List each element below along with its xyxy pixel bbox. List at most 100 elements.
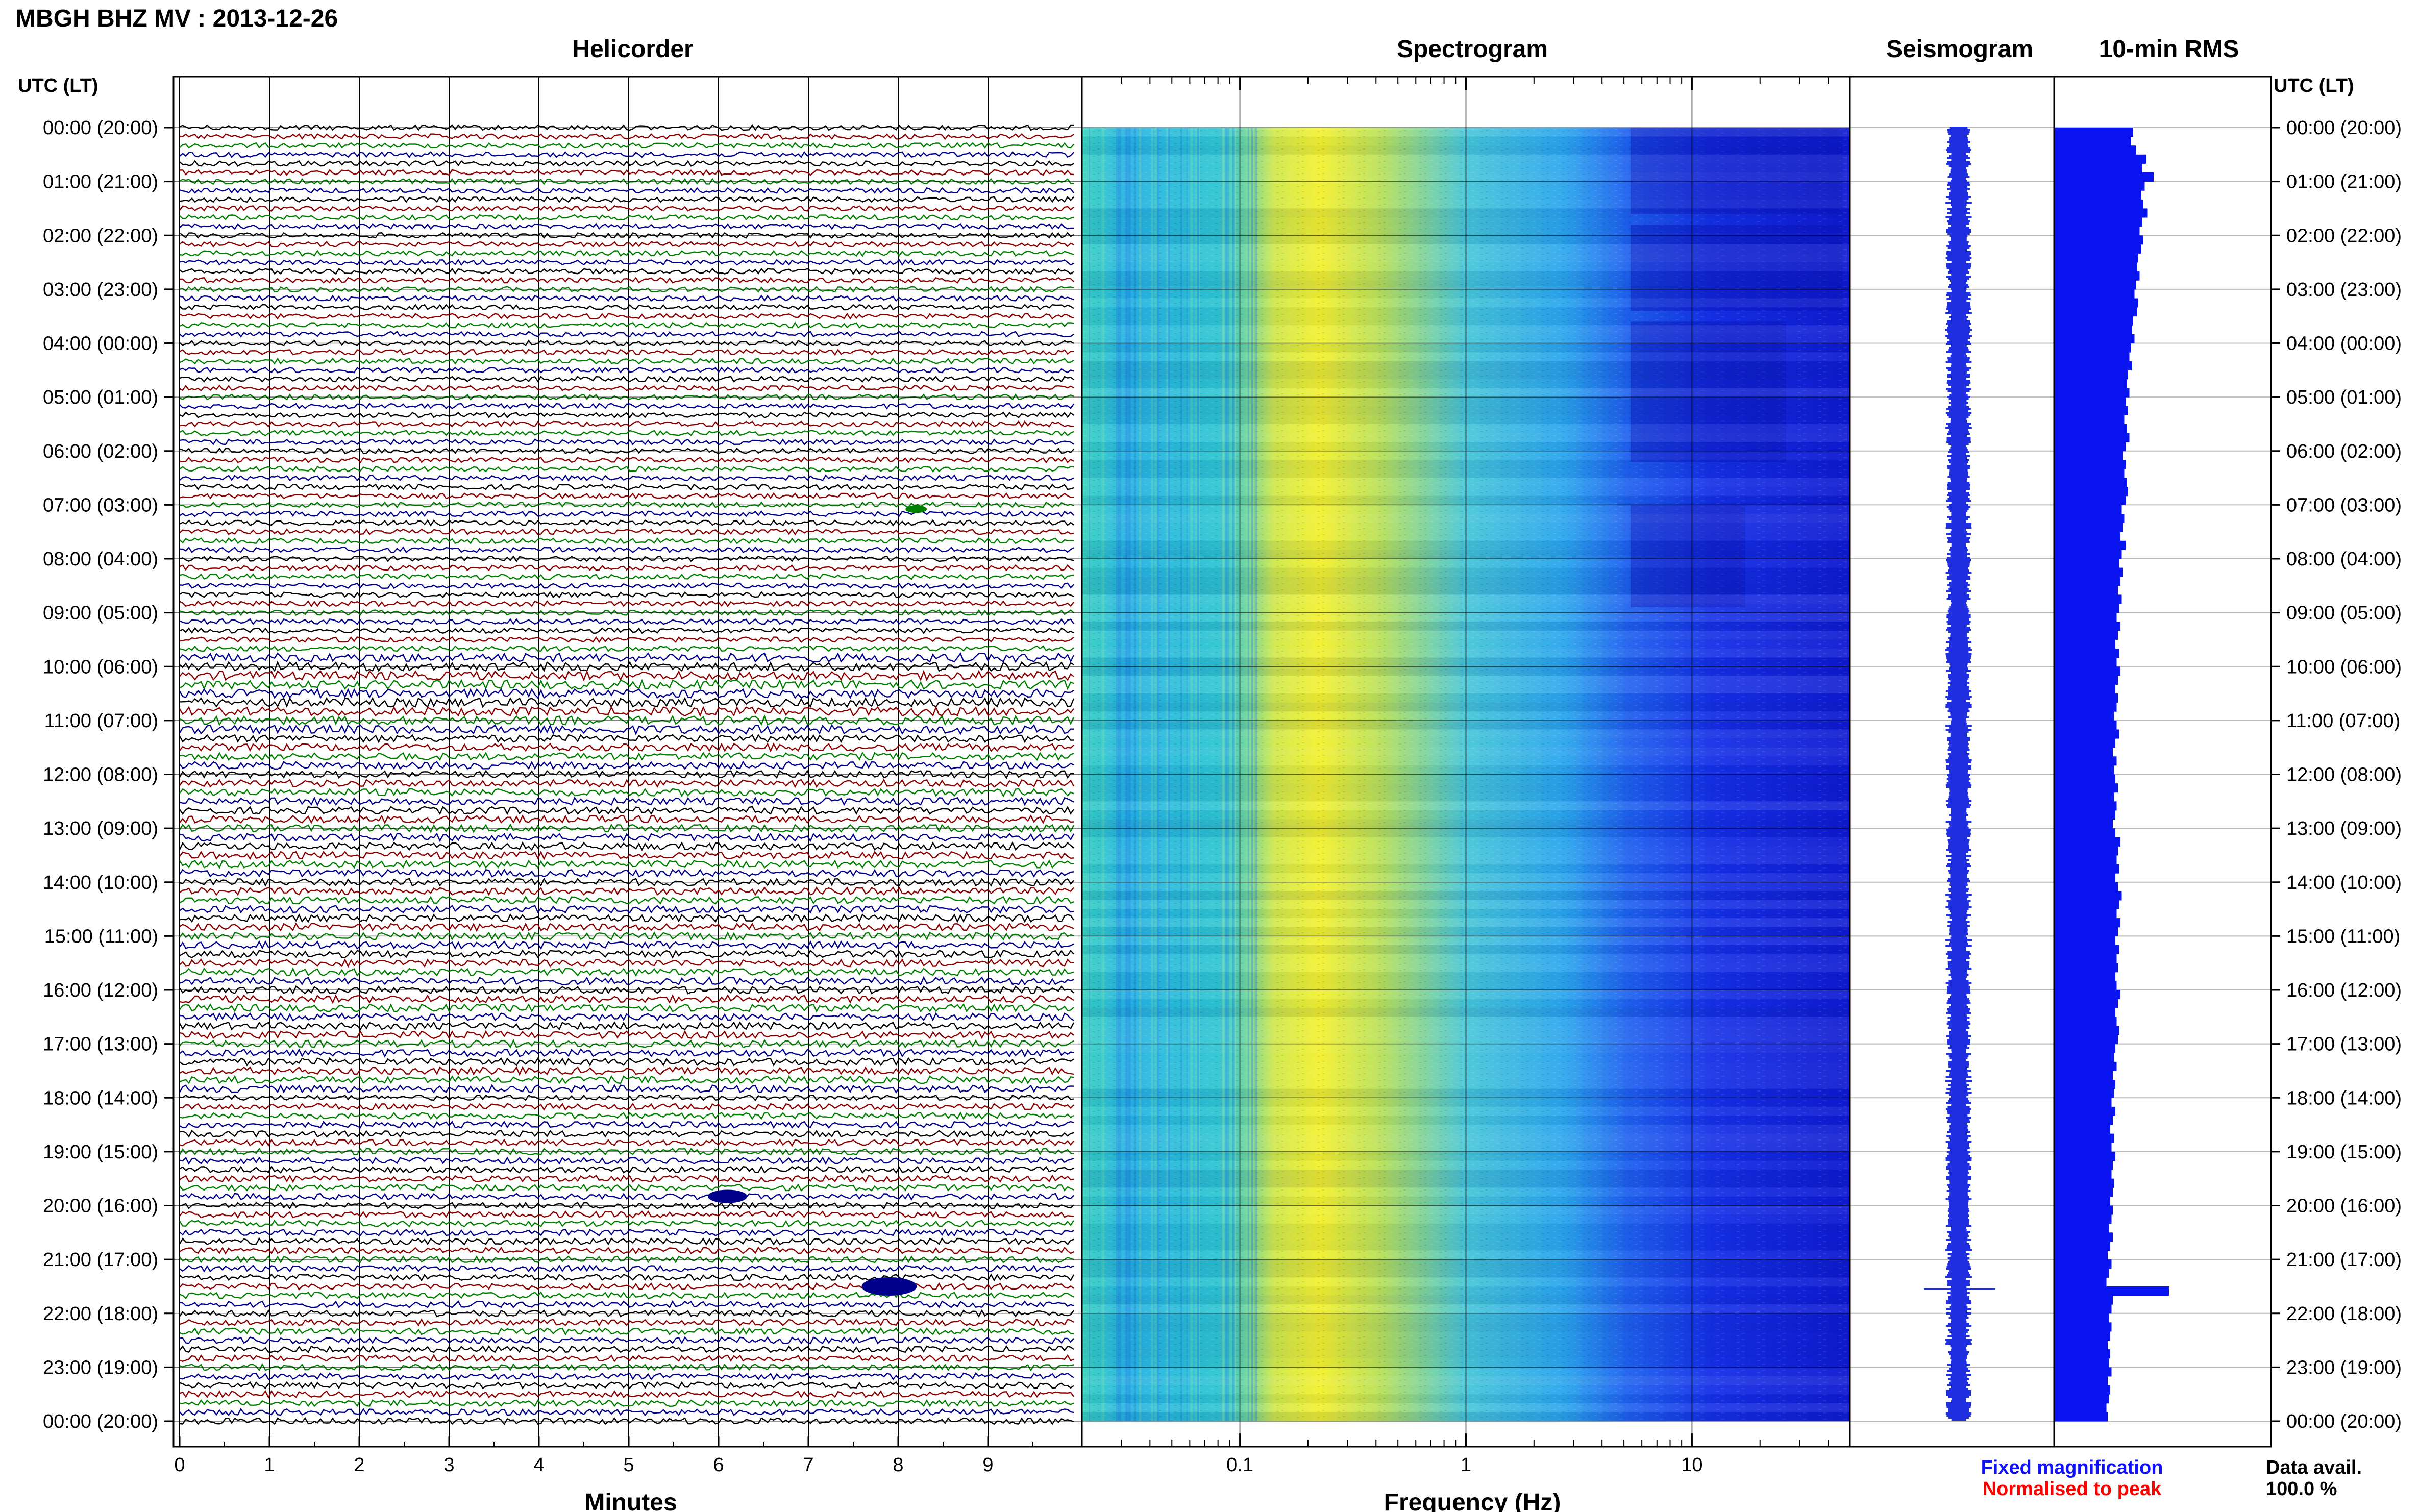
rms-bar (2054, 1196, 2110, 1206)
spectrogram-xtick-label: 1 (1461, 1454, 1471, 1476)
rms-bar (2054, 1098, 2112, 1107)
time-label-right: 13:00 (09:00) (2286, 818, 2402, 839)
rms-bar (2054, 747, 2113, 757)
rms-bar (2054, 783, 2118, 793)
seismogram-trace (1945, 127, 1972, 1421)
time-label-left: 02:00 (22:00) (43, 225, 158, 246)
rms-bar (2054, 468, 2125, 479)
helicorder-trace (179, 967, 1074, 977)
helicorder-trace (179, 187, 1074, 194)
rms-bar (2054, 1125, 2110, 1134)
helicorder-trace (179, 1381, 1074, 1390)
time-label-right: 00:00 (20:00) (2286, 117, 2402, 139)
helicorder-trace (179, 438, 1074, 445)
helicorder-trace (179, 600, 1074, 608)
helicorder-event (708, 1189, 748, 1203)
rms-bar (2054, 190, 2141, 200)
time-label-left: 06:00 (02:00) (43, 441, 158, 462)
time-label-left: 20:00 (16:00) (43, 1196, 158, 1217)
helicorder-trace (179, 1273, 1075, 1282)
rms-bar (2054, 612, 2117, 622)
time-label-right: 03:00 (23:00) (2286, 279, 2402, 301)
rms-bar (2054, 1313, 2109, 1323)
helicorder-trace (179, 1399, 1074, 1407)
helicorder-xtick-label: 0 (174, 1454, 185, 1476)
time-label-left: 08:00 (04:00) (43, 549, 158, 570)
helicorder-event (905, 505, 927, 513)
rms-bar (2054, 1250, 2108, 1260)
helicorder-trace (179, 895, 1074, 905)
helicorder-trace (179, 1038, 1074, 1049)
rms-bar (2054, 1349, 2110, 1359)
helicorder-trace (179, 660, 1074, 673)
rms-bar (2054, 163, 2142, 173)
helicorder-trace (179, 1084, 1074, 1094)
rms-bar (2054, 837, 2120, 847)
rms-bar (2054, 1035, 2118, 1045)
helicorder-trace (179, 1372, 1074, 1381)
rms-bar (2054, 855, 2117, 865)
time-labels: 00:00 (20:00) 00:00 (20:00) 01:00 (21:00) 0… (43, 117, 2402, 1432)
helicorder-trace (179, 1210, 1074, 1219)
helicorder-trace (179, 501, 1074, 509)
rms-bar (2054, 199, 2143, 209)
helicorder-trace (179, 366, 1074, 374)
normalised-to-peak-label: Normalised to peak (1983, 1478, 2162, 1500)
helicorder-trace (179, 564, 1074, 572)
time-label-right: 07:00 (03:00) (2286, 494, 2402, 516)
rms-bar (2054, 1017, 2117, 1026)
time-label-left: 22:00 (18:00) (43, 1303, 158, 1325)
rms-bar (2054, 460, 2126, 469)
helicorder-trace (179, 411, 1074, 419)
helicorder-trace (179, 1408, 1074, 1417)
time-label-right: 21:00 (17:00) (2286, 1249, 2402, 1271)
rms-bars (2054, 128, 2169, 1422)
spectrogram-xlabel: Frequency (Hz) (1384, 1489, 1561, 1512)
helicorder-trace (179, 456, 1074, 464)
rms-bar (2054, 927, 2118, 936)
helicorder-xtick-label: 8 (893, 1454, 903, 1476)
helicorder-trace (179, 537, 1074, 544)
helicorder-trace (179, 841, 1074, 851)
helicorder-trace (179, 1121, 1074, 1129)
rms-bar (2054, 765, 2114, 775)
time-label-left: 23:00 (19:00) (43, 1357, 158, 1378)
helicorder-xtick-label: 2 (354, 1454, 364, 1476)
helicorder-trace (179, 591, 1074, 599)
utc-lt-header-right: UTC (LT) (2274, 75, 2354, 96)
rms-bar (2054, 981, 2117, 990)
rms-bar (2054, 352, 2130, 362)
time-label-right: 20:00 (16:00) (2286, 1196, 2402, 1217)
spectrogram-xtick-label: 0.1 (1226, 1454, 1253, 1476)
helicorder-trace (179, 133, 1074, 140)
time-label-right: 23:00 (19:00) (2286, 1357, 2402, 1378)
helicorder-trace (179, 232, 1074, 239)
helicorder-trace (179, 1291, 1074, 1300)
rms-bar (2054, 540, 2126, 550)
helicorder-trace (179, 1246, 1074, 1255)
rms-bar (2054, 720, 2117, 730)
time-label-left: 00:00 (20:00) (43, 1411, 158, 1432)
helicorder-trace (179, 349, 1074, 356)
rms-bar (2054, 505, 2122, 514)
helicorder-trace (179, 796, 1074, 807)
rms-bar (2054, 873, 2115, 883)
rms-bar (2054, 675, 2118, 685)
helicorder-trace (179, 742, 1074, 753)
helicorder-grid (179, 77, 989, 1447)
rms-bar (2054, 622, 2120, 631)
helicorder-trace (179, 169, 1074, 176)
rms-bar (2054, 559, 2119, 568)
helicorder-trace (179, 1021, 1075, 1031)
rms-bar (2054, 1160, 2113, 1170)
helicorder-trace (179, 859, 1074, 870)
rms-bar (2054, 1178, 2114, 1188)
rms-bar (2054, 415, 2125, 425)
helicorder-trace (179, 474, 1074, 482)
helicorder-trace (179, 420, 1074, 428)
helicorder-xtick-label: 6 (713, 1454, 724, 1476)
helicorder-trace (179, 1318, 1074, 1327)
time-label-left: 05:00 (01:00) (43, 387, 158, 408)
helicorder-xtick-label: 4 (533, 1454, 544, 1476)
helicorder-trace (179, 714, 1075, 726)
